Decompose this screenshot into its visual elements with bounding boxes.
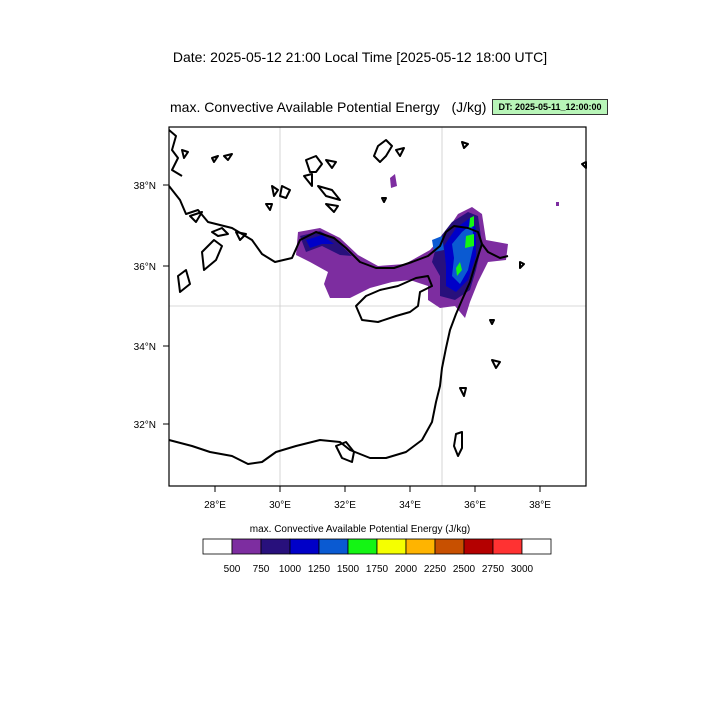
cape-max-2 bbox=[469, 216, 474, 228]
island-west-4 bbox=[181, 149, 189, 159]
colorbar-label-2750: 2750 bbox=[481, 564, 505, 575]
colorbar-box-9 bbox=[463, 538, 494, 555]
colorbar-label-2250: 2250 bbox=[423, 564, 447, 575]
lon-label-36: 36°E bbox=[464, 500, 486, 511]
cape-max-3 bbox=[456, 262, 462, 276]
island-east-3 bbox=[459, 387, 467, 397]
colorbar-box-6 bbox=[376, 538, 407, 555]
colorbar-box-8 bbox=[434, 538, 465, 555]
island-west-2 bbox=[211, 155, 219, 163]
cape-field bbox=[296, 174, 559, 318]
island-aegean-3 bbox=[235, 231, 247, 241]
island-north-4 bbox=[317, 185, 341, 201]
date-title: Date: 2025-05-12 21:00 Local Time [2025-… bbox=[172, 49, 548, 65]
colorbar-label-1250: 1250 bbox=[307, 564, 331, 575]
island-north-3 bbox=[303, 173, 313, 187]
island-east-2 bbox=[491, 359, 501, 369]
coastlines bbox=[168, 129, 587, 465]
lon-label-32: 32°E bbox=[334, 500, 356, 511]
colorbar-box-2 bbox=[260, 538, 291, 555]
lat-label-36: 36°N bbox=[134, 262, 156, 273]
island-north-9 bbox=[461, 141, 469, 149]
island-north-1 bbox=[305, 155, 323, 173]
island-north-8 bbox=[381, 197, 387, 203]
cape-max-1 bbox=[465, 234, 474, 248]
lon-label-30: 30°E bbox=[269, 500, 291, 511]
island-north-5 bbox=[325, 203, 339, 213]
coast-east-inland bbox=[519, 261, 525, 269]
island-west-6 bbox=[265, 203, 273, 211]
colorbar-box-3 bbox=[289, 538, 320, 555]
colorbar-title: max. Convective Available Potential Ener… bbox=[249, 524, 471, 535]
cape-core-west-blue bbox=[306, 235, 334, 248]
colorbar-label-3000: 3000 bbox=[510, 564, 534, 575]
island-cyprus bbox=[355, 275, 433, 323]
cape-spot-east bbox=[556, 202, 559, 206]
island-west-3 bbox=[223, 153, 233, 161]
lat-tick-labels: 38°N 36°N 34°N 32°N bbox=[134, 181, 156, 431]
lon-tick-labels: 28°E 30°E 32°E 34°E 36°E 38°E bbox=[204, 500, 551, 511]
colorbar-label-500: 500 bbox=[223, 564, 241, 575]
coast-west-1 bbox=[168, 129, 183, 177]
island-north-7 bbox=[395, 147, 405, 157]
island-east-1 bbox=[489, 319, 495, 325]
colorbar-box-5 bbox=[347, 538, 378, 555]
colorbar-label-1750: 1750 bbox=[365, 564, 389, 575]
coast-anatolia-south bbox=[168, 185, 509, 269]
lon-label-28: 28°E bbox=[204, 500, 226, 511]
colorbar-label-1000: 1000 bbox=[278, 564, 302, 575]
island-north-6 bbox=[373, 139, 393, 163]
lake-tiberias bbox=[453, 431, 463, 457]
colorbar-box-0 bbox=[202, 538, 233, 555]
colorbar-box-7 bbox=[405, 538, 436, 555]
lat-label-32: 32°N bbox=[134, 420, 156, 431]
island-north-2 bbox=[325, 159, 337, 169]
cape-spot-north bbox=[390, 174, 397, 188]
lon-label-38: 38°E bbox=[529, 500, 551, 511]
island-aegean-4 bbox=[189, 211, 203, 223]
colorbar-box-4 bbox=[318, 538, 349, 555]
colorbar-label-1500: 1500 bbox=[336, 564, 360, 575]
delta-fragment bbox=[335, 441, 355, 463]
graticule bbox=[169, 127, 586, 486]
colorbar-label-750: 750 bbox=[252, 564, 270, 575]
colorbar bbox=[202, 538, 552, 555]
lat-tick-marks bbox=[163, 184, 169, 425]
lat-label-34: 34°N bbox=[134, 342, 156, 353]
colorbar-box-11 bbox=[521, 538, 552, 555]
colorbar-box-10 bbox=[492, 538, 523, 555]
island-aegean-1 bbox=[201, 239, 223, 271]
plot-title: max. Convective Available Potential Ener… bbox=[170, 99, 487, 115]
plot-frame bbox=[168, 126, 587, 487]
dt-badge: DT: 2025-05-11_12:00:00 bbox=[492, 99, 608, 115]
colorbar-box-1 bbox=[231, 538, 262, 555]
island-rhodes bbox=[177, 269, 191, 293]
island-west-7 bbox=[279, 185, 291, 199]
colorbar-label-2000: 2000 bbox=[394, 564, 418, 575]
lat-label-38: 38°N bbox=[134, 181, 156, 192]
island-west-5 bbox=[271, 185, 279, 197]
cape-patch-mid-west bbox=[432, 236, 444, 252]
lon-tick-marks bbox=[214, 486, 541, 492]
lon-label-34: 34°E bbox=[399, 500, 421, 511]
island-aegean-2 bbox=[211, 227, 229, 237]
coast-levant bbox=[168, 243, 483, 465]
colorbar-label-2500: 2500 bbox=[452, 564, 476, 575]
